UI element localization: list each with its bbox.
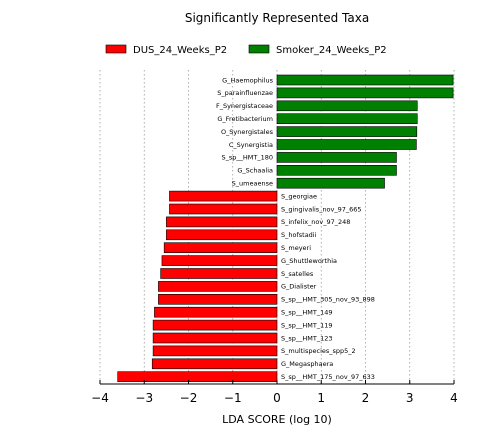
bar-11 (166, 216, 278, 228)
bar-label-3: G_Fretibacterium (217, 115, 273, 123)
legend-label-smoker: Smoker_24_Weeks_P2 (276, 45, 387, 56)
bar-label-17: S_sp__HMT_305_nov_93_898 (281, 296, 375, 304)
x-axis: −4 −3 −2 −1 0 1 2 3 4 (91, 380, 458, 405)
bar-19 (152, 319, 278, 331)
bar-5 (276, 139, 417, 150)
bar-6 (276, 152, 397, 163)
bar-15 (160, 268, 278, 279)
bar-label-15: S_satelles (281, 270, 314, 278)
legend-swatch-dus (105, 44, 127, 54)
bar-label-8: S_umeaense (232, 180, 273, 188)
bar-label-4: O_Synergistales (221, 128, 274, 136)
bar-label-13: S_meyeri (281, 244, 311, 252)
x-tick-label-1: −3 (135, 391, 153, 405)
bar-12 (166, 229, 278, 241)
bar-label-7: G_Schaalia (237, 167, 273, 175)
bar-label-22: G_Megasphaera (281, 360, 333, 368)
bar-label-9: S_georgiae (281, 192, 317, 200)
bar-13 (163, 242, 278, 253)
x-tick-label-4: 0 (273, 391, 281, 405)
bar-8 (276, 177, 385, 189)
x-tick-label-3: −1 (224, 391, 242, 405)
legend-swatch-smoker (248, 44, 270, 54)
bar-label-0: G_Haemophilus (222, 76, 273, 84)
x-tick-label-7: 3 (406, 391, 414, 405)
bar-23 (117, 371, 278, 383)
bar-label-11: S_infelix_nov_97_248 (281, 218, 350, 226)
bar-label-6: S_sp__HMT_180 (221, 154, 273, 162)
bar-7 (276, 165, 397, 176)
bar-21 (152, 345, 278, 357)
bar-1 (276, 87, 454, 99)
bar-10 (169, 203, 278, 215)
bar-2 (276, 100, 418, 112)
bar-0 (276, 74, 454, 86)
legend: DUS_24_Weeks_P2 Smoker_24_Weeks_P2 (105, 44, 387, 56)
x-tick-label-5: 1 (317, 391, 325, 405)
bar-14 (161, 255, 278, 266)
x-tick-label-8: 4 (450, 391, 458, 405)
bar-label-14: G_Shuttleworthia (281, 257, 337, 265)
bar-label-19: S_sp__HMT_119 (281, 321, 333, 329)
bars-group: G_Haemophilus S_parainfluenzae F_Synergist… (117, 74, 454, 383)
bar-label-12: S_hofstadii (281, 231, 317, 239)
bar-label-23: S_sp__HMT_175_nov_97_633 (281, 373, 375, 381)
bar-4 (276, 126, 418, 137)
x-tick-label-0: −4 (91, 391, 109, 405)
legend-label-dus: DUS_24_Weeks_P2 (133, 45, 227, 56)
x-axis-label: LDA SCORE (log 10) (222, 413, 332, 426)
bar-label-21: S_multispecies_spp5_2 (281, 347, 356, 355)
bar-17 (158, 293, 278, 305)
bar-label-10: S_gingivalis_nov_97_665 (281, 205, 362, 213)
bar-3 (276, 113, 418, 124)
bar-label-1: S_parainfluenzae (217, 89, 273, 97)
x-tick-label-6: 2 (362, 391, 370, 405)
bar-16 (158, 281, 278, 292)
bar-label-20: S_sp__HMT_123 (281, 334, 333, 342)
chart-title: Significantly Represented Taxa (185, 11, 369, 25)
bar-18 (154, 306, 278, 318)
bar-label-5: C_Synergistia (229, 141, 273, 149)
bar-20 (152, 332, 278, 344)
bar-label-2: F_Synergistaceae (216, 102, 273, 110)
bar-label-16: G_Dialister (281, 283, 317, 291)
bar-label-18: S_sp__HMT_149 (281, 309, 333, 317)
x-tick-label-2: −2 (180, 391, 198, 405)
bar-9 (169, 190, 278, 202)
bar-22 (151, 358, 278, 370)
